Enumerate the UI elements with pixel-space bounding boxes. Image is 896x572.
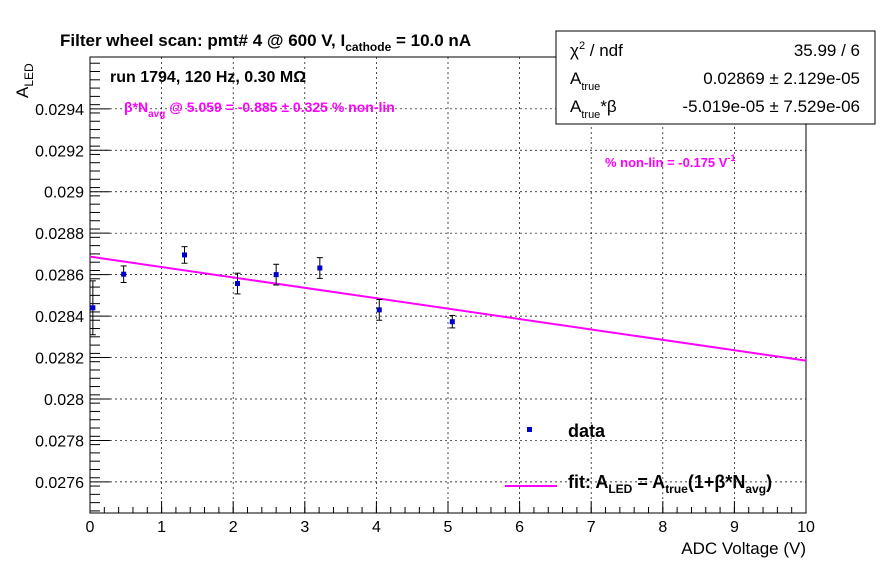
x-tick-label: 6 xyxy=(515,519,524,536)
legend-data-marker xyxy=(527,427,532,432)
x-tick-label: 1 xyxy=(157,519,166,536)
y-tick-labels: 0.0276 0.0278 0.028 0.0282 0.0284 0.0286 0.028… xyxy=(35,102,84,492)
y-tick-label: 0.0286 xyxy=(35,268,84,285)
y-tick-label: 0.0278 xyxy=(35,433,84,450)
stats-atrue-label: Atrue xyxy=(570,69,600,93)
data-point xyxy=(89,280,96,336)
data-series xyxy=(89,246,456,336)
data-point xyxy=(273,263,280,286)
slope-annotation: % non-lin = -0.175 V-1 xyxy=(605,153,735,170)
y-tick-label: 0.028 xyxy=(44,392,84,409)
x-tick-label: 2 xyxy=(229,519,238,536)
stats-atrue-value: 0.02869 ± 2.129e-05 xyxy=(703,69,860,88)
y-tick-label: 0.029 xyxy=(44,185,84,202)
grid xyxy=(90,57,806,513)
x-axis-label: ADC Voltage (V) xyxy=(681,539,806,558)
chart-title: Filter wheel scan: pmt# 4 @ 600 V, Icath… xyxy=(60,31,471,54)
stats-atrue-beta-value: -5.019e-05 ± 7.529e-06 xyxy=(682,97,860,116)
data-point xyxy=(234,272,241,295)
nonlin-annotation: β*Navg @ 5.059 = -0.885 ± 0.325 % non-li… xyxy=(124,99,395,120)
y-tick-label: 0.0288 xyxy=(35,226,84,243)
data-marker xyxy=(182,252,188,258)
x-tick-label: 5 xyxy=(444,519,453,536)
data-marker xyxy=(90,305,96,311)
x-tick-label: 3 xyxy=(300,519,309,536)
x-tick-label: 7 xyxy=(587,519,596,536)
x-tick-label: 4 xyxy=(372,519,381,536)
data-marker xyxy=(376,307,382,313)
data-point xyxy=(316,257,323,279)
x-tick-label: 0 xyxy=(86,519,95,536)
data-marker xyxy=(234,281,240,287)
x-tick-labels: 0 1 2 3 4 5 6 7 8 9 10 xyxy=(86,519,815,536)
run-label: run 1794, 120 Hz, 0.30 MΩ xyxy=(110,69,306,86)
data-marker xyxy=(317,265,323,271)
stats-chi2-label: χ2 / ndf xyxy=(570,40,623,60)
legend-fit-label: fit: ALED = Atrue(1+β*Navg) xyxy=(568,472,772,496)
x-tick-label: 8 xyxy=(658,519,667,536)
y-axis-label: ALED xyxy=(13,63,36,98)
y-tick-label: 0.0282 xyxy=(35,351,84,368)
legend-data-label: data xyxy=(568,421,606,441)
data-point xyxy=(120,265,127,284)
plot-frame xyxy=(89,56,807,514)
y-tick-label: 0.0276 xyxy=(35,475,84,492)
legend: data fit: ALED = Atrue(1+β*Navg) xyxy=(505,421,772,496)
x-tick-label: 9 xyxy=(730,519,739,536)
data-marker xyxy=(121,271,127,277)
data-marker xyxy=(273,272,279,278)
y-tick-label: 0.0294 xyxy=(35,102,84,119)
y-tick-label: 0.0284 xyxy=(35,309,84,326)
fit-series xyxy=(89,255,807,362)
stats-box: χ2 / ndf 35.99 / 6 Atrue 0.02869 ± 2.129… xyxy=(555,30,876,125)
axis-ticks xyxy=(89,62,807,513)
stats-atrue-beta-label: Atrue*β xyxy=(570,97,617,121)
data-point xyxy=(181,246,188,264)
data-point xyxy=(449,314,456,329)
y-tick-label: 0.0292 xyxy=(35,143,84,160)
x-tick-label: 10 xyxy=(797,519,815,536)
stats-chi2-value: 35.99 / 6 xyxy=(794,41,860,60)
data-point xyxy=(376,299,383,321)
data-marker xyxy=(449,319,455,325)
fit-line xyxy=(89,255,807,362)
